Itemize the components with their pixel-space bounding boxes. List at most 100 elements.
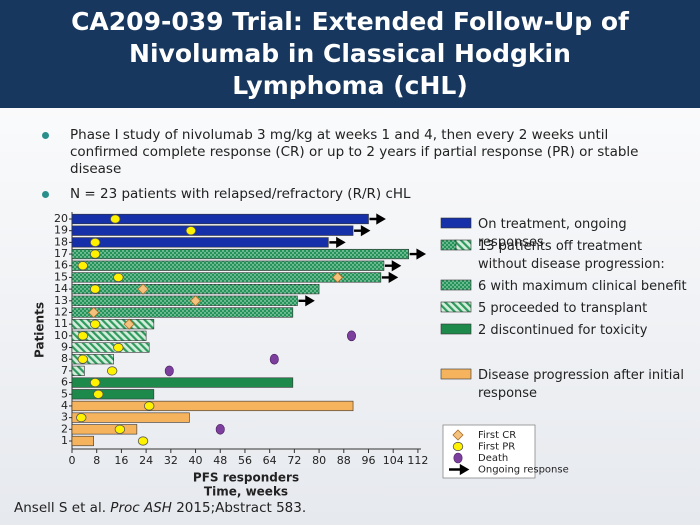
legend-label: 6 with maximum clinical benefit xyxy=(478,279,687,294)
y-tick-label: 6 xyxy=(61,376,68,389)
x-tick-label: 16 xyxy=(114,454,128,467)
ongoing-arrow xyxy=(329,236,346,248)
legend-swatch xyxy=(455,239,472,251)
marker xyxy=(77,261,89,271)
marker xyxy=(332,271,344,283)
y-tick-label: 11 xyxy=(54,317,68,330)
bar xyxy=(71,307,294,318)
marker xyxy=(89,249,101,259)
y-tick-label: 9 xyxy=(61,341,68,354)
citation-journal: Proc ASH xyxy=(110,500,172,516)
bar xyxy=(71,330,147,341)
x-tick-label: 104 xyxy=(383,454,404,467)
bar xyxy=(71,319,155,330)
ongoing-arrow xyxy=(298,295,315,307)
header: CA209-039 Trial: Extended Follow-Up of N… xyxy=(0,0,700,108)
ongoing-arrow xyxy=(354,225,371,237)
marker xyxy=(110,214,121,224)
bar xyxy=(71,295,298,306)
x-tick-label: 96 xyxy=(361,454,375,467)
marker xyxy=(76,413,87,423)
y-tick-label: 12 xyxy=(54,305,68,318)
marker xyxy=(106,366,118,376)
y-tick-label: 8 xyxy=(61,352,68,365)
marker xyxy=(89,284,101,294)
marker xyxy=(93,389,104,399)
marker xyxy=(123,318,135,330)
legend-marker xyxy=(452,441,464,452)
marker xyxy=(77,354,89,364)
legend-swatch xyxy=(440,217,472,229)
marker xyxy=(113,272,124,283)
bar xyxy=(71,365,85,376)
marker xyxy=(77,331,89,341)
y-tick-label: 16 xyxy=(54,259,68,272)
marker xyxy=(137,436,149,446)
bar xyxy=(71,248,409,260)
x-tick-label: 64 xyxy=(263,454,277,467)
x-tick-label: 8 xyxy=(93,454,100,467)
x-tick-label: 88 xyxy=(337,454,351,467)
legend-marker xyxy=(452,429,464,441)
bar xyxy=(71,260,385,271)
bar xyxy=(71,435,94,447)
marker xyxy=(185,226,197,236)
x-tick-label: 48 xyxy=(213,454,227,467)
legend-label: First PR xyxy=(478,442,515,453)
y-tick-label: 7 xyxy=(61,364,68,377)
ongoing-arrow xyxy=(409,248,427,260)
legend-label: 5 proceeded to transplant xyxy=(478,301,648,316)
y-tick-label: 4 xyxy=(61,399,68,412)
legend-label: Ongoing response xyxy=(478,465,569,476)
legend-label: Disease progression after initial respon… xyxy=(478,368,684,401)
marker xyxy=(89,377,101,388)
x-axis-title: PFS responders xyxy=(193,471,299,485)
marker xyxy=(164,365,174,377)
marker xyxy=(89,319,101,329)
y-tick-label: 20 xyxy=(54,212,68,225)
y-tick-label: 14 xyxy=(54,282,68,295)
y-tick-label: 19 xyxy=(54,224,68,237)
citation-authors: Ansell S et al. xyxy=(14,500,106,516)
bar xyxy=(71,389,155,400)
y-tick-label: 17 xyxy=(54,247,68,260)
marker xyxy=(347,330,357,342)
legend-label: 13 patients off treatment without diseas… xyxy=(478,239,665,272)
legend-swatch xyxy=(440,239,457,251)
x-tick-label: 40 xyxy=(189,454,203,467)
x-tick-label: 80 xyxy=(312,454,326,467)
legend-swatch xyxy=(440,368,472,380)
y-axis-title: Patients xyxy=(33,302,47,358)
x-tick-label: 0 xyxy=(69,454,76,467)
legend-swatch xyxy=(440,323,472,335)
marker xyxy=(88,306,100,319)
bar xyxy=(71,400,354,412)
y-tick-label: 3 xyxy=(61,411,68,424)
y-tick-label: 15 xyxy=(54,270,68,283)
citation-rest: 2015;Abstract 583. xyxy=(176,500,307,516)
y-tick-label: 5 xyxy=(61,387,68,400)
legend-label: On treatment, ongoing responses xyxy=(478,217,627,250)
bar xyxy=(71,237,329,248)
ongoing-arrow xyxy=(381,271,399,284)
x-tick-label: 56 xyxy=(238,454,252,467)
legend-label: First CR xyxy=(478,430,516,441)
legend-marker xyxy=(453,452,463,464)
legend-arrow xyxy=(449,463,470,476)
y-tick-label: 13 xyxy=(54,294,68,307)
ongoing-arrow xyxy=(384,260,402,272)
y-tick-label: 18 xyxy=(54,235,68,248)
bar xyxy=(71,354,114,365)
y-tick-label: 1 xyxy=(61,434,68,447)
marker xyxy=(144,401,155,411)
y-tick-label: 10 xyxy=(54,329,68,342)
bar xyxy=(71,377,294,388)
x-tick-label: 32 xyxy=(164,454,178,467)
bullet: Phase I study of nivolumab 3 mg/kg at we… xyxy=(42,127,650,178)
marker xyxy=(215,424,225,435)
x-axis-title: Time, weeks xyxy=(204,485,288,499)
bar xyxy=(71,213,369,225)
slide-title: CA209-039 Trial: Extended Follow-Up of N… xyxy=(71,7,629,100)
bar xyxy=(71,412,190,423)
